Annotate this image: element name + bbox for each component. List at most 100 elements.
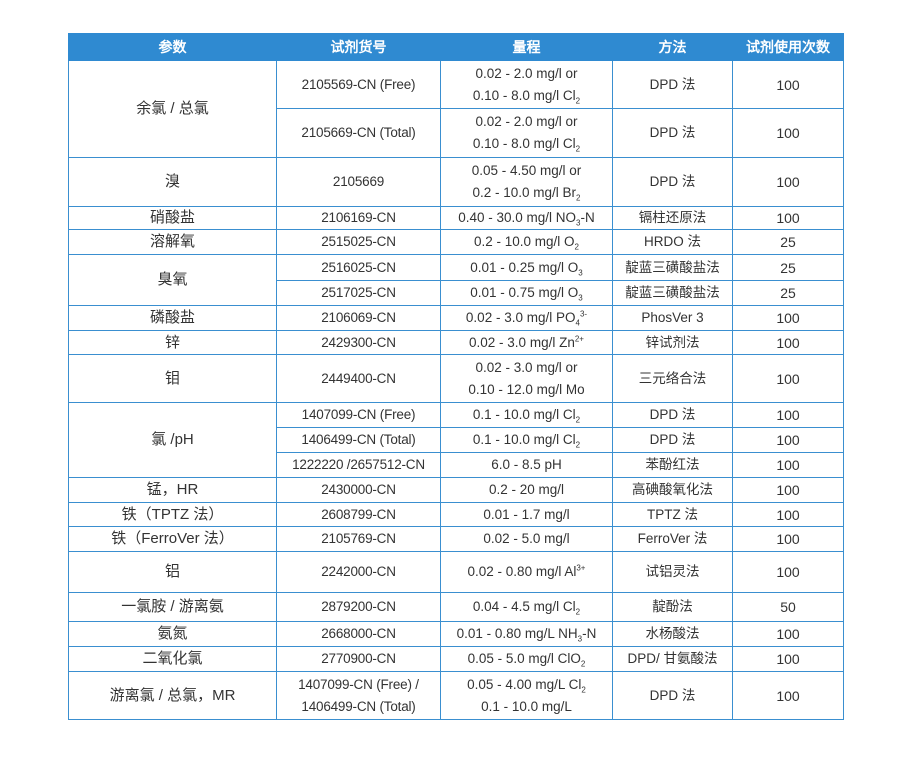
- code-cell: 2242000-CN: [276, 551, 441, 593]
- range-cell: 0.1 - 10.0 mg/l Cl2: [440, 427, 613, 453]
- code-line: 2105769-CN: [321, 531, 396, 546]
- method-cell: DPD 法: [612, 671, 733, 720]
- superscript: 3-: [579, 309, 588, 319]
- code-line: 2105669-CN (Total): [301, 125, 416, 140]
- range-line: 0.02 - 3.0 mg/l Zn2+: [443, 332, 610, 354]
- count-cell: 100: [732, 671, 844, 720]
- method-cell: TPTZ 法: [612, 502, 733, 527]
- range-line: 0.02 - 3.0 mg/l PO43-: [443, 307, 610, 329]
- range-text: 0.1 - 10.0 mg/L: [481, 698, 572, 714]
- method-cell: FerroVer 法: [612, 526, 733, 552]
- table-row: 臭氧 2516025-CN 0.01 - 0.25 mg/l O3 靛蓝三磺酸盐法 25: [68, 254, 844, 306]
- method-cell: 靛酚法: [612, 592, 733, 622]
- param-cell: 溶解氧: [68, 229, 277, 255]
- table-row: 溴 2105669 0.05 - 4.50 mg/l or 0.2 - 10.0 mg…: [68, 157, 844, 207]
- range-text: 0.04 - 4.5 mg/l Cl: [472, 599, 576, 614]
- table-row: 2105669-CN (Total) 0.02 - 2.0 mg/l or 0.10…: [69, 108, 844, 158]
- range-text: 0.01 - 0.25 mg/l O: [470, 259, 579, 275]
- param-cell: 铁（FerroVer 法）: [68, 526, 277, 552]
- table-row: 溶解氧 2515025-CN 0.2 - 10.0 mg/l O2 HRDO 法 25: [68, 229, 844, 255]
- range-cell: 0.02 - 0.80 mg/l Al3+: [440, 551, 613, 593]
- table-row: 锰，HR 2430000-CN 0.2 - 20 mg/l 高碘酸氧化法 100: [68, 477, 844, 503]
- range-text: 0.01 - 1.7 mg/l: [483, 506, 570, 522]
- count-cell: 100: [732, 305, 844, 331]
- range-text: 0.01 - 0.80 mg/L NH: [456, 626, 578, 641]
- method-cell: PhosVer 3: [612, 305, 733, 331]
- range-suffix: -N: [582, 626, 597, 641]
- range-line: 0.2 - 10.0 mg/l Br2: [443, 182, 610, 204]
- range-line: 0.02 - 2.0 mg/l or: [443, 111, 610, 133]
- code-cell: 2515025-CN: [276, 229, 441, 255]
- count-cell: 100: [732, 330, 844, 355]
- code-cell: 2516025-CN: [276, 254, 441, 281]
- subscript: 2: [575, 96, 581, 106]
- count-cell: 100: [732, 452, 844, 478]
- count-cell: 100: [732, 551, 844, 593]
- range-text: 0.40 - 30.0 mg/l NO: [458, 210, 577, 225]
- superscript: 3+: [576, 563, 586, 573]
- range-text: 0.02 - 3.0 mg/l Zn: [469, 334, 575, 350]
- range-line: 0.05 - 5.0 mg/l ClO2: [443, 648, 610, 670]
- param-cell: 氯 /pH: [68, 402, 277, 478]
- range-text: 0.2 - 10.0 mg/l Br: [472, 185, 577, 200]
- count-cell: 100: [732, 354, 844, 403]
- count-cell: 25: [732, 229, 844, 255]
- range-text: 0.01 - 0.75 mg/l O: [470, 285, 579, 300]
- range-line: 0.02 - 5.0 mg/l: [443, 528, 610, 550]
- range-line: 0.01 - 0.75 mg/l O3: [443, 282, 610, 304]
- range-cell: 0.04 - 4.5 mg/l Cl2: [440, 592, 613, 622]
- code-cell: 2668000-CN: [276, 621, 441, 647]
- param-cell: 溴: [68, 157, 277, 207]
- code-line: 2770900-CN: [321, 651, 396, 666]
- range-cell: 0.2 - 10.0 mg/l O2: [440, 229, 613, 255]
- range-text: 0.05 - 4.00 mg/L Cl: [467, 676, 582, 692]
- code-line: 2516025-CN: [321, 259, 396, 275]
- method-cell: HRDO 法: [612, 229, 733, 255]
- table-row: 游离氯 / 总氯，MR 1407099-CN (Free) / 1406499-CN…: [68, 671, 844, 720]
- count-cell: 100: [732, 427, 844, 453]
- superscript: 2+: [574, 334, 584, 343]
- code-line: 2879200-CN: [321, 599, 396, 614]
- method-cell: DPD 法: [612, 108, 733, 158]
- count-cell: 100: [732, 526, 844, 552]
- range-cell: 0.40 - 30.0 mg/l NO3-N: [440, 206, 613, 230]
- table-row: 氯 /pH 1407099-CN (Free) 0.1 - 10.0 mg/l Cl…: [68, 402, 844, 478]
- table-row: 磷酸盐 2106069-CN 0.02 - 3.0 mg/l PO43- PhosVe…: [68, 305, 844, 331]
- range-cell: 0.01 - 0.25 mg/l O3: [440, 254, 613, 281]
- param-cell: 磷酸盐: [68, 305, 277, 331]
- range-text: 0.10 - 8.0 mg/l Cl: [472, 136, 576, 151]
- code-line: 2106069-CN: [321, 310, 396, 325]
- subscript: 2: [575, 144, 581, 154]
- table-row: 1406499-CN (Total) 0.1 - 10.0 mg/l Cl2 DPD…: [69, 427, 844, 453]
- range-cell: 0.05 - 5.0 mg/l ClO2: [440, 646, 613, 672]
- param-cell: 一氯胺 / 游离氨: [68, 592, 277, 622]
- range-line: 0.40 - 30.0 mg/l NO3-N: [443, 207, 610, 229]
- range-cell: 0.05 - 4.50 mg/l or 0.2 - 10.0 mg/l Br2: [440, 157, 613, 207]
- table-row: 1222220 /2657512-CN 6.0 - 8.5 pH 苯酚红法 100: [69, 452, 844, 478]
- subscript: 2: [581, 685, 586, 695]
- count-cell: 100: [732, 402, 844, 428]
- table-row: 一氯胺 / 游离氨 2879200-CN 0.04 - 4.5 mg/l Cl2 靛酚…: [68, 592, 844, 622]
- range-text: 0.10 - 8.0 mg/l Cl: [472, 87, 576, 103]
- range-line: 0.1 - 10.0 mg/l Cl2: [443, 404, 610, 426]
- range-text: 0.10 - 12.0 mg/l Mo: [468, 381, 585, 397]
- code-cell: 2106169-CN: [276, 206, 441, 230]
- code-line: 2242000-CN: [321, 564, 396, 579]
- range-line: 0.02 - 3.0 mg/l or: [443, 357, 610, 379]
- param-cell: 锰，HR: [68, 477, 277, 503]
- code-line: 2430000-CN: [321, 482, 396, 497]
- range-cell: 0.1 - 10.0 mg/l Cl2: [440, 402, 613, 428]
- range-cell: 0.02 - 5.0 mg/l: [440, 526, 613, 552]
- param-cell: 氨氮: [68, 621, 277, 647]
- count-cell: 100: [732, 206, 844, 230]
- method-cell: 三元络合法: [612, 354, 733, 403]
- subscript: 2: [575, 607, 581, 617]
- range-line: 0.02 - 2.0 mg/l or: [443, 63, 610, 85]
- code-cell: 2105569-CN (Free): [276, 60, 441, 109]
- count-cell: 100: [732, 646, 844, 672]
- count-cell: 100: [732, 108, 844, 158]
- count-cell: 100: [732, 157, 844, 207]
- count-cell: 100: [732, 621, 844, 647]
- param-cell: 硝酸盐: [68, 206, 277, 230]
- table-row: 铝 2242000-CN 0.02 - 0.80 mg/l Al3+ 试铝灵法 100: [68, 551, 844, 593]
